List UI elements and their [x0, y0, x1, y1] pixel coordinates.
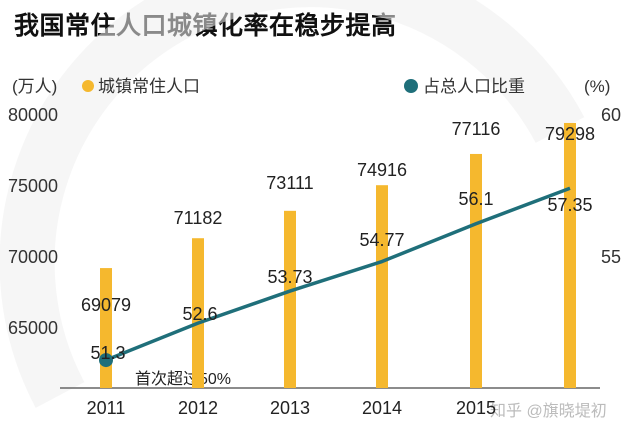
legend-line-label: 占总人口比重	[423, 77, 525, 96]
background-watermark-arc	[0, 0, 585, 408]
legend-bar-label: 城镇常住人口	[98, 77, 200, 96]
line-value-label: 52.6	[182, 304, 217, 324]
y-left-tick: 70000	[8, 247, 58, 267]
left-axis-unit: (万人)	[12, 77, 57, 96]
line-value-label: 53.73	[267, 267, 312, 287]
annotation-first-over-50: 首次超过50%	[135, 370, 231, 388]
line-value-label: 54.77	[359, 230, 404, 250]
bar	[100, 268, 112, 388]
y-right-tick: 60	[601, 105, 621, 125]
watermark-text: 知乎 @旗晓堤初	[490, 402, 607, 420]
x-tick-label: 2014	[362, 398, 402, 418]
line-value-label: 51.3	[90, 343, 125, 363]
bar	[376, 185, 388, 388]
bar-value-label: 74916	[357, 160, 407, 180]
y-left-tick: 65000	[8, 318, 58, 338]
line-value-label: 57.35	[547, 195, 592, 215]
y-left-tick: 80000	[8, 105, 58, 125]
legend-line-marker	[404, 79, 418, 93]
bar	[192, 238, 204, 388]
y-right-tick: 55	[601, 247, 621, 267]
bar-value-label: 79298	[545, 124, 595, 144]
x-tick-label: 2013	[270, 398, 310, 418]
bar	[470, 153, 482, 388]
x-tick-label: 2012	[178, 398, 218, 418]
bar-value-label: 71182	[174, 208, 223, 228]
line-start-point	[99, 353, 113, 368]
right-axis-unit: (%)	[584, 77, 610, 96]
bar	[564, 122, 576, 389]
x-tick-label: 2011	[87, 398, 126, 418]
bar-value-label: 77116	[452, 119, 501, 139]
bar-value-label: 69079	[81, 295, 131, 315]
bar	[284, 210, 296, 388]
ratio-line	[105, 186, 571, 362]
x-tick-label: 2015	[456, 398, 496, 418]
line-value-label: 56.1	[458, 189, 493, 209]
y-left-tick: 75000	[8, 176, 58, 196]
bar-value-label: 73111	[266, 173, 313, 193]
legend-bar-marker	[82, 80, 94, 92]
